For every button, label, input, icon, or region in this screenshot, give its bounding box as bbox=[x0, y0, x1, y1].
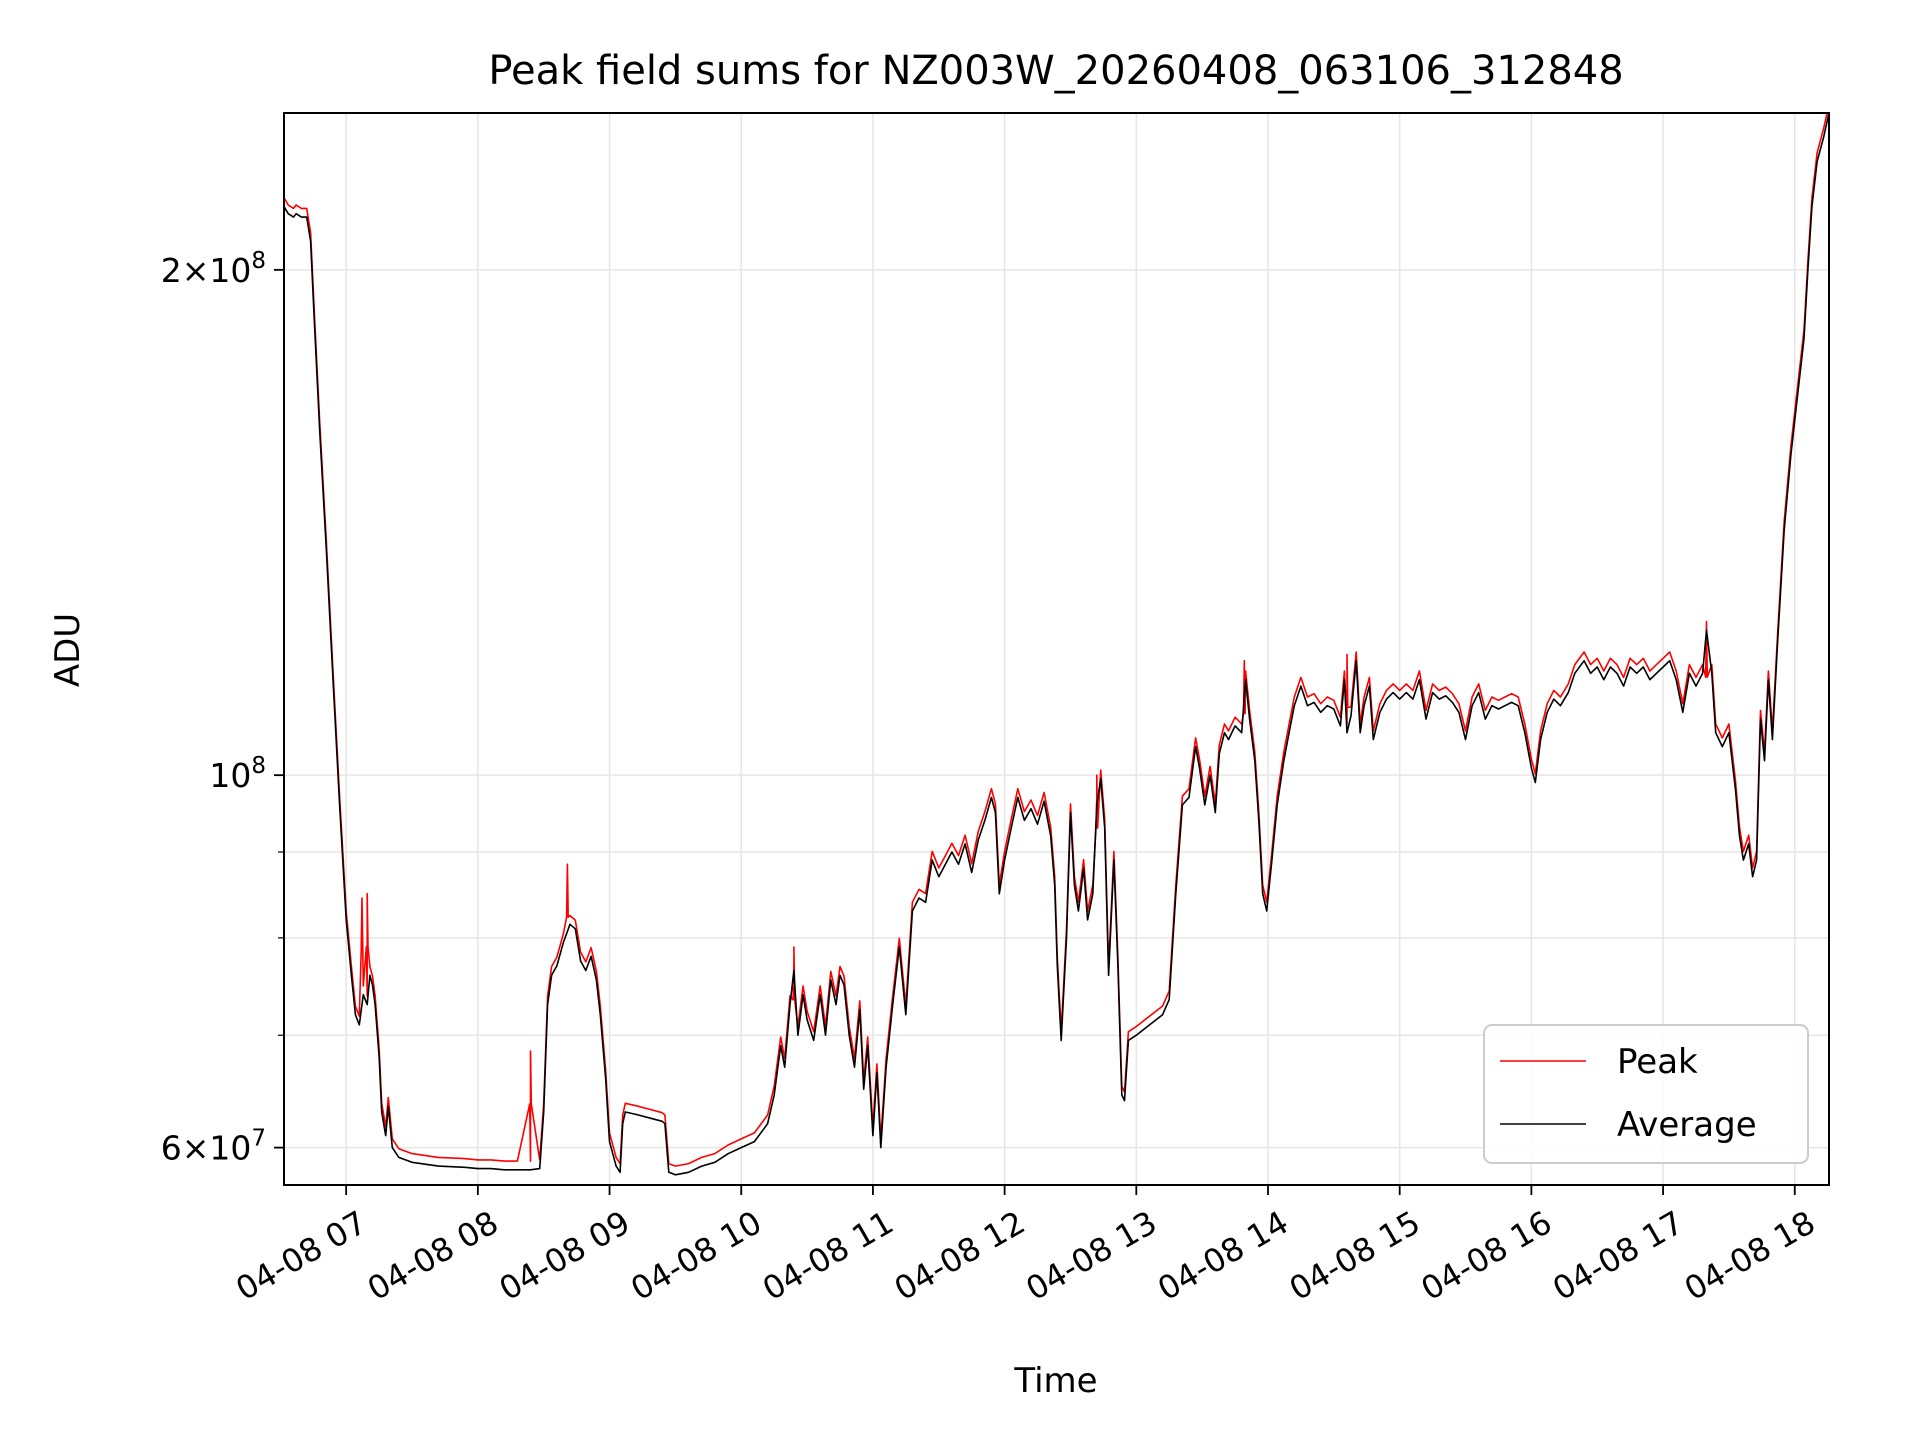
plot-frame bbox=[283, 112, 1830, 1186]
x-axis-label: Time bbox=[1013, 1361, 1097, 1401]
legend-box bbox=[1483, 1024, 1809, 1164]
y-tick-label: 108 bbox=[209, 753, 266, 795]
chart-title: Peak field sums for NZ003W_20260408_0631… bbox=[488, 48, 1623, 94]
y-axis: 6×107 108 2×108 bbox=[161, 248, 284, 1168]
legend: Peak Average bbox=[1483, 1024, 1809, 1164]
y-axis-label: ADU bbox=[48, 613, 88, 687]
y-tick-label: 2×108 bbox=[161, 248, 266, 290]
legend-peak-label: Peak bbox=[1617, 1042, 1698, 1082]
legend-average-label: Average bbox=[1617, 1105, 1757, 1145]
series-layer bbox=[284, 113, 1829, 1176]
average-series-line bbox=[284, 113, 1829, 1176]
y-tick-label: 6×107 bbox=[161, 1126, 266, 1168]
